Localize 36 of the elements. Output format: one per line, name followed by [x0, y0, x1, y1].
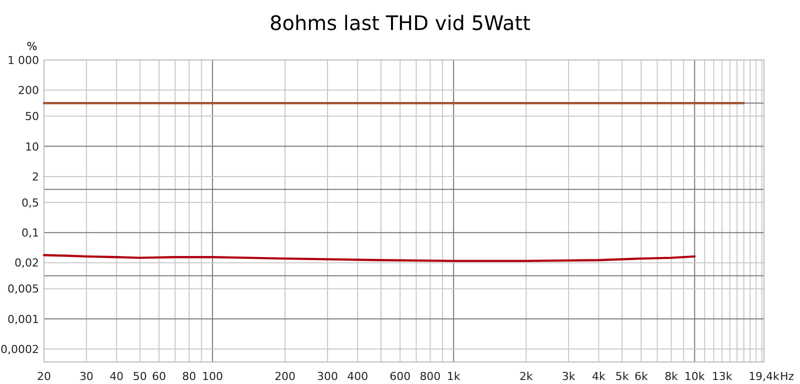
chart-title: 8ohms last THD vid 5Watt	[270, 11, 531, 35]
x-tick-label: 2k	[519, 370, 534, 383]
y-tick-label: 50	[25, 110, 39, 124]
x-tick-label: 13k	[712, 370, 733, 383]
x-tick-label: 50	[132, 370, 147, 383]
x-tick-label: 10k	[684, 370, 706, 383]
x-tick-label: 20	[37, 370, 51, 383]
y-tick-label: 0,005	[8, 282, 39, 296]
x-tick-label: 3k	[562, 370, 576, 383]
y-tick-label: 2	[32, 170, 39, 184]
y-tick-label: 0,1	[22, 226, 39, 240]
x-tick-label: 30	[79, 370, 94, 383]
y-tick-label: 200	[18, 84, 39, 98]
x-tick-label: 800	[420, 370, 441, 383]
y-tick-label: 0,0002	[0, 343, 39, 356]
x-tick-label: 60	[152, 370, 166, 383]
y-tick-label: 0,02	[14, 256, 39, 270]
x-tick-label: 6k	[634, 370, 648, 383]
x-tick-label: 400	[347, 370, 368, 383]
x-tick-label: 100	[202, 370, 223, 383]
x-tick-label: 40	[110, 370, 124, 383]
x-axis-title: Hz	[780, 370, 794, 383]
y-tick-label: 0,001	[8, 312, 39, 326]
x-tick-label: 8k	[664, 370, 679, 383]
x-tick-label: 19,4k	[748, 370, 780, 383]
x-tick-label: 4k	[592, 370, 606, 383]
x-tick-label: 1k	[446, 370, 461, 383]
y-tick-label: 10	[25, 140, 39, 154]
x-tick-label: 600	[390, 370, 411, 383]
x-tick-label: 80	[182, 370, 196, 383]
y-axis-title: %	[26, 40, 38, 53]
y-tick-label: 0,5	[22, 196, 39, 210]
x-tick-label: 300	[317, 370, 338, 383]
x-tick-label: 200	[274, 370, 296, 383]
x-tick-label: 5k	[615, 370, 630, 383]
y-tick-label: 1 000	[8, 54, 39, 67]
